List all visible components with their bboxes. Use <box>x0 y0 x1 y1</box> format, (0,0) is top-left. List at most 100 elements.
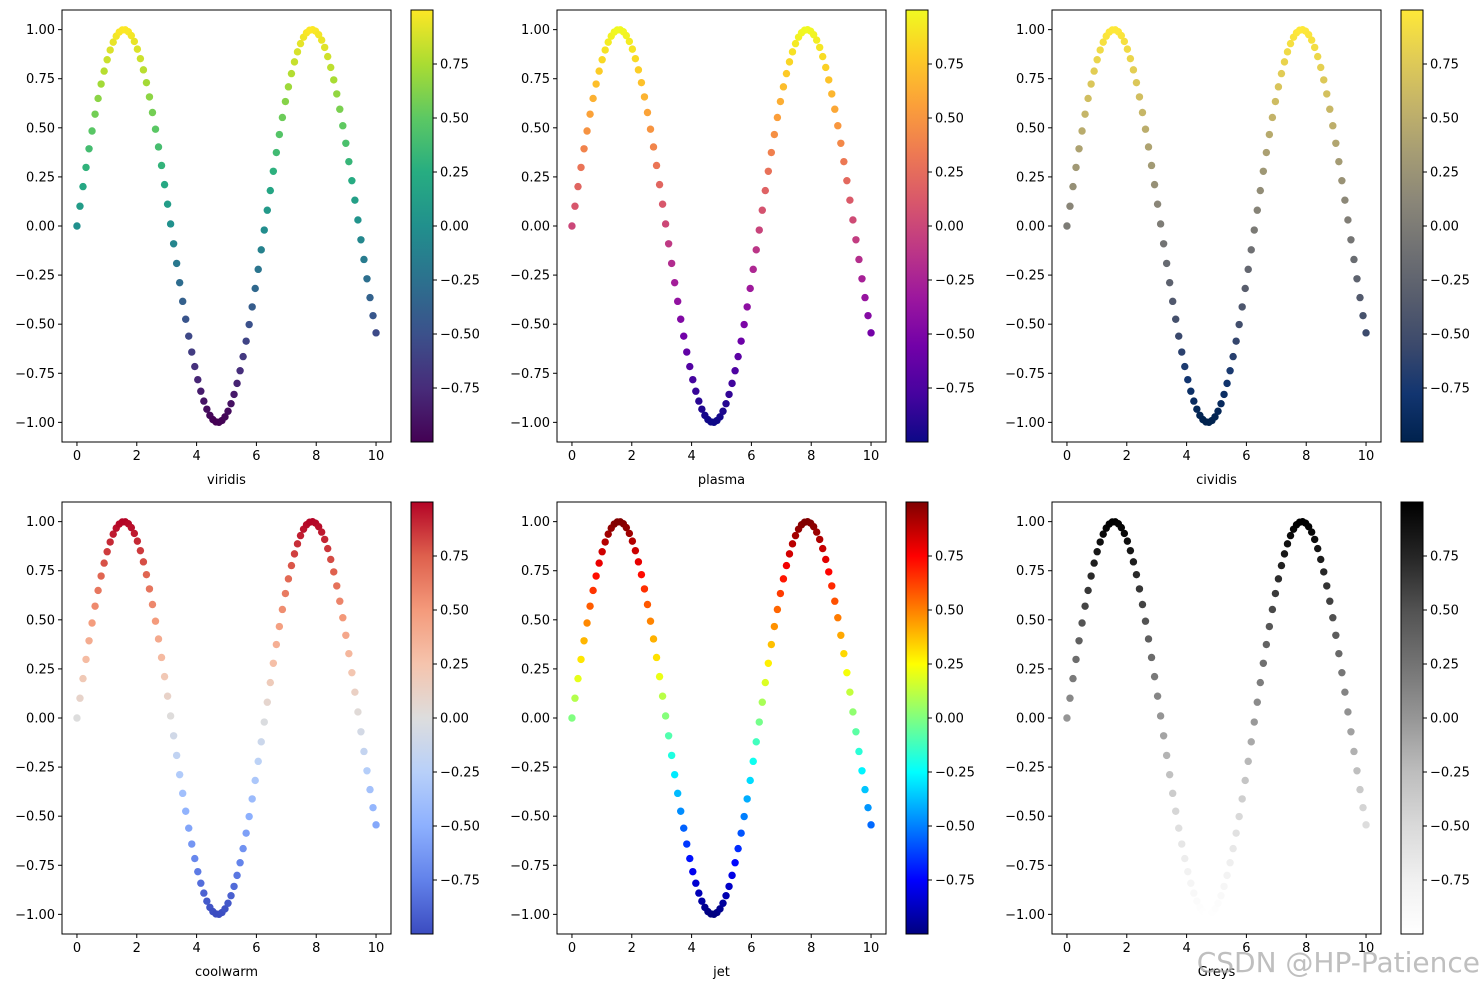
data-point <box>166 220 175 228</box>
data-point <box>1099 530 1107 538</box>
data-point <box>197 387 205 395</box>
data-point <box>631 54 640 63</box>
colorbar-tick-label: −0.75 <box>440 382 480 397</box>
data-point <box>737 337 745 345</box>
data-point <box>1090 559 1098 567</box>
data-point <box>1274 575 1283 583</box>
data-point <box>1093 548 1101 556</box>
data-point <box>1307 36 1316 44</box>
data-point <box>317 36 326 44</box>
data-point <box>233 379 241 388</box>
data-point <box>1347 728 1355 736</box>
colorbar-tick-label: 0.50 <box>1430 604 1459 619</box>
data-point <box>1259 659 1268 667</box>
x-tick-label: 6 <box>252 449 260 464</box>
data-point <box>1310 535 1319 544</box>
data-point <box>683 348 691 356</box>
data-point <box>1117 31 1126 40</box>
data-point <box>136 546 145 555</box>
data-point <box>1184 375 1192 384</box>
data-point <box>1304 522 1313 531</box>
data-point <box>843 176 851 185</box>
data-point <box>1165 278 1174 287</box>
data-point <box>1344 216 1352 224</box>
data-point <box>296 531 305 540</box>
data-point <box>284 83 293 91</box>
data-point <box>1120 529 1129 538</box>
colorbar-tick-label: 0.50 <box>440 604 469 619</box>
data-point <box>1271 97 1280 106</box>
colorbar <box>1400 9 1424 443</box>
data-point <box>1123 45 1132 53</box>
data-point <box>855 255 863 264</box>
data-point <box>592 572 600 580</box>
data-point <box>130 529 139 538</box>
x-tick-label: 4 <box>687 941 695 956</box>
data-point <box>79 182 87 191</box>
data-point <box>1232 829 1240 837</box>
data-point <box>145 93 154 101</box>
colorbar-tick-label: 0.00 <box>1430 220 1459 235</box>
data-point <box>725 882 733 891</box>
data-point <box>336 105 344 113</box>
colorbar <box>410 9 434 443</box>
data-point <box>363 767 371 775</box>
data-point <box>157 161 166 170</box>
data-point <box>1247 738 1255 746</box>
data-point <box>1190 889 1198 897</box>
data-point <box>822 555 830 564</box>
data-point <box>166 712 175 720</box>
data-point <box>858 767 866 775</box>
data-point <box>1150 672 1159 681</box>
data-point <box>755 226 763 234</box>
data-point <box>1341 688 1349 696</box>
data-point <box>698 897 706 905</box>
data-point <box>1211 905 1219 913</box>
data-point <box>257 246 265 254</box>
data-point <box>812 36 821 44</box>
data-point <box>667 259 676 268</box>
data-point <box>649 143 658 151</box>
data-point <box>598 548 606 556</box>
data-point <box>94 94 102 103</box>
y-tick-label: −0.75 <box>15 367 55 382</box>
data-point <box>357 236 365 244</box>
data-point <box>1126 546 1135 555</box>
data-point <box>1307 528 1316 536</box>
data-point <box>275 130 284 139</box>
data-point <box>1271 589 1280 598</box>
data-point <box>1132 78 1141 87</box>
data-point <box>695 889 703 897</box>
data-point <box>221 413 229 421</box>
data-point <box>655 180 664 189</box>
data-point <box>336 597 344 605</box>
y-tick-label: 0.75 <box>521 72 550 87</box>
data-point <box>1362 329 1370 337</box>
data-point <box>1226 367 1234 375</box>
data-point <box>764 167 773 175</box>
data-point <box>652 161 661 170</box>
data-point <box>716 413 724 421</box>
data-point <box>643 600 652 609</box>
data-point <box>260 718 268 726</box>
data-point <box>133 45 142 53</box>
x-tick-label: 10 <box>1358 941 1375 956</box>
data-point <box>200 397 208 405</box>
data-point <box>1253 206 1261 214</box>
data-point <box>864 311 872 320</box>
data-point <box>1078 619 1086 627</box>
data-point <box>1356 785 1364 794</box>
data-point <box>1265 622 1274 631</box>
data-point <box>172 259 181 268</box>
data-point <box>658 200 667 208</box>
data-point <box>634 66 643 74</box>
data-point <box>1274 83 1283 91</box>
y-tick-label: −0.25 <box>510 761 550 776</box>
x-tick-label: 6 <box>1242 449 1250 464</box>
colorbar-tick-label: 0.00 <box>1430 712 1459 727</box>
data-point <box>272 640 281 649</box>
data-point <box>625 37 634 46</box>
data-point <box>698 405 706 413</box>
data-point <box>1320 76 1328 84</box>
data-point <box>692 879 700 887</box>
